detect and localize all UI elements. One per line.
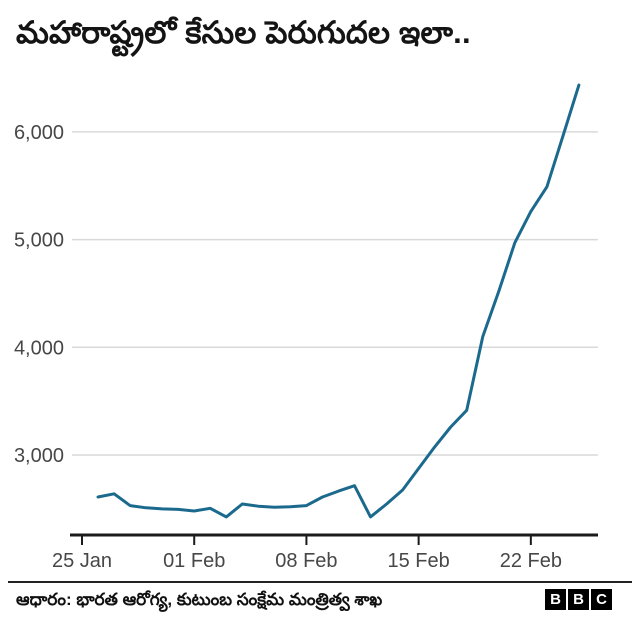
y-axis-label: 3,000 (14, 445, 64, 467)
footer: ఆధారం: భారత ఆరోగ్య, కుటుంబ సంక్షేమ మంత్ర… (8, 581, 632, 612)
y-axis-label: 6,000 (14, 122, 64, 144)
x-axis-label: 15 Feb (387, 550, 449, 572)
bbc-logo-letter: B (545, 589, 566, 610)
line-chart: 3,000 4,000 5,000 6,000 25 Jan 01 Feb 08 Feb 15… (14, 83, 598, 572)
bbc-logo-letter: B (568, 589, 589, 610)
bbc-logo-letter: C (591, 589, 612, 610)
x-axis-label: 25 Jan (52, 550, 112, 572)
x-axis-label: 08 Feb (275, 550, 337, 572)
cases-line-series (96, 83, 581, 519)
x-axis-label: 01 Feb (163, 550, 225, 572)
bbc-logo: B B C (545, 589, 612, 610)
x-axis-label: 22 Feb (500, 550, 562, 572)
source-text: ఆధారం: భారత ఆరోగ్య, కుటుంబ సంక్షేమ మంత్ర… (16, 590, 383, 609)
y-axis-label: 4,000 (14, 337, 64, 359)
y-axis-label: 5,000 (14, 230, 64, 252)
chart-title: మహారాష్ట్రలో కేసుల పెరుగుదల ఇలా.. (16, 15, 471, 50)
